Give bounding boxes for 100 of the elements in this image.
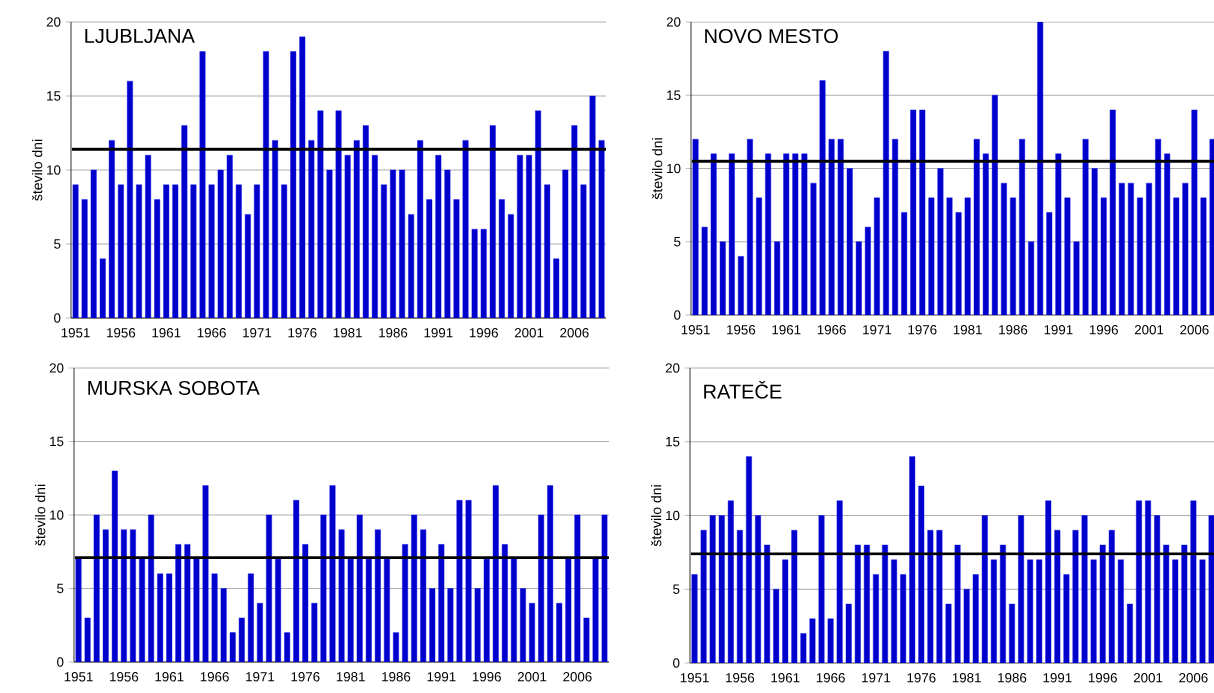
bar	[390, 169, 396, 318]
x-tick-label: 1991	[424, 328, 453, 338]
bar	[1091, 168, 1098, 315]
bar	[692, 139, 699, 315]
x-tick-label: 2006	[1179, 673, 1208, 683]
bar	[356, 514, 363, 663]
y-axis-title: število dni	[650, 485, 662, 547]
bar	[562, 169, 569, 318]
bar	[362, 125, 369, 318]
bar	[991, 95, 998, 315]
bar	[184, 544, 191, 663]
bar	[148, 514, 155, 663]
bar	[1100, 197, 1107, 315]
bar	[435, 155, 442, 318]
x-tick-label: 2006	[1180, 325, 1209, 335]
bar	[574, 514, 581, 663]
bar	[190, 184, 197, 318]
x-tick-label: 1991	[427, 672, 456, 682]
bar	[72, 184, 79, 318]
x-tick-label: 1976	[288, 328, 317, 338]
bar	[710, 153, 717, 315]
bar	[1182, 182, 1189, 315]
bar	[420, 529, 427, 663]
chart-title: MURSKA SOBOTA	[88, 380, 260, 396]
bar	[483, 558, 490, 663]
x-tick-label: 1966	[817, 325, 846, 335]
bar	[235, 184, 242, 318]
x-tick-label: 1996	[469, 328, 498, 338]
bar	[120, 529, 127, 663]
bar	[308, 140, 315, 318]
bar	[828, 139, 835, 315]
bar	[520, 588, 526, 663]
bar	[381, 184, 387, 318]
y-tick-label: 15	[47, 91, 61, 101]
x-tick-label: 1951	[61, 328, 90, 338]
bar	[217, 169, 224, 318]
y-tick-label: 5	[674, 237, 681, 247]
bar	[1155, 139, 1162, 315]
bar	[910, 109, 917, 315]
bar	[365, 558, 372, 663]
bar	[175, 544, 182, 663]
bar	[1073, 241, 1080, 315]
bar	[272, 140, 278, 318]
bar	[127, 81, 133, 318]
bar	[855, 241, 862, 315]
bar	[399, 169, 405, 318]
bar	[928, 197, 935, 315]
y-tick-label: 10	[50, 510, 64, 520]
bar	[417, 140, 424, 318]
y-tick-label: 20	[49, 363, 64, 373]
bar	[819, 80, 826, 315]
y-tick-label: 0	[674, 310, 681, 320]
y-tick-label: 0	[57, 657, 64, 667]
x-tick-label: 2006	[560, 328, 589, 338]
y-tick-label: 0	[54, 313, 61, 323]
bar	[901, 212, 908, 315]
bar	[139, 558, 145, 663]
bar	[244, 214, 251, 318]
bar	[374, 529, 381, 663]
x-tick-label: 2001	[1133, 673, 1163, 683]
bar	[1046, 212, 1053, 315]
bar	[429, 588, 436, 663]
bar	[299, 36, 306, 318]
x-tick-label: 1981	[952, 673, 981, 683]
bar	[973, 139, 980, 315]
y-tick-label: 20	[665, 363, 680, 373]
bar	[317, 110, 324, 318]
bar	[507, 214, 514, 318]
bar	[284, 632, 291, 663]
bar	[145, 155, 152, 318]
bar	[580, 184, 587, 318]
bar	[384, 558, 390, 663]
x-tick-label: 1951	[64, 672, 93, 682]
bar	[371, 155, 378, 318]
bar	[719, 241, 726, 315]
bar	[1208, 515, 1214, 664]
bar	[81, 199, 88, 318]
x-tick-label: 1961	[772, 325, 801, 335]
bar	[229, 632, 236, 663]
bar	[747, 139, 753, 315]
bar	[411, 514, 418, 663]
x-tick-label: 1966	[200, 672, 229, 682]
bar	[489, 125, 496, 318]
bar	[517, 155, 523, 318]
bar	[99, 258, 106, 318]
x-tick-label: 2001	[517, 672, 547, 682]
bar	[266, 514, 272, 663]
bar	[737, 256, 744, 315]
bar	[592, 558, 599, 663]
bar	[783, 153, 790, 315]
bar	[874, 197, 880, 315]
bar	[247, 573, 254, 663]
x-tick-label: 2001	[1134, 325, 1164, 335]
bar	[338, 529, 345, 663]
bar	[326, 169, 333, 318]
chart-title: LJUBLJANA	[85, 29, 195, 44]
bar	[311, 603, 318, 663]
y-tick-label: 5	[54, 239, 61, 249]
bar	[864, 226, 871, 315]
bar	[892, 139, 899, 315]
